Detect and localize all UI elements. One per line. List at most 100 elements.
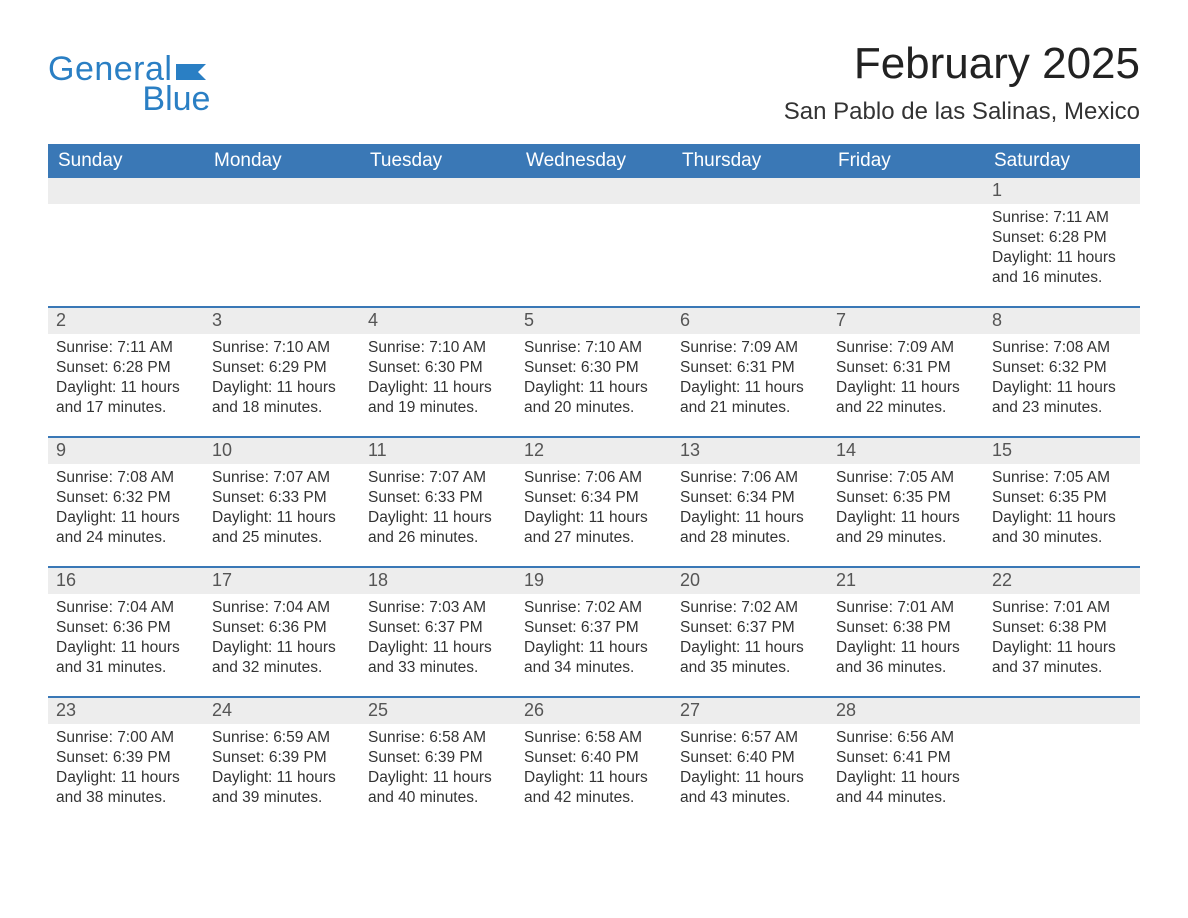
calendar-day-cell: 22Sunrise: 7:01 AMSunset: 6:38 PMDayligh…: [984, 567, 1140, 697]
day-number: 12: [516, 438, 672, 463]
day-data: Sunrise: 7:07 AMSunset: 6:33 PMDaylight:…: [360, 464, 516, 555]
sunset-label: Sunset: [212, 749, 260, 766]
day-data: Sunrise: 7:02 AMSunset: 6:37 PMDaylight:…: [672, 594, 828, 685]
sunrise-value: 7:08 AM: [1053, 339, 1110, 356]
sunset-line: Sunset: 6:34 PM: [680, 488, 820, 508]
daylight-label: Daylight: [368, 379, 424, 396]
day-number: 2: [48, 308, 204, 333]
calendar-day-cell: 27Sunrise: 6:57 AMSunset: 6:40 PMDayligh…: [672, 697, 828, 826]
sunrise-value: 6:58 AM: [429, 729, 486, 746]
sunset-line: Sunset: 6:37 PM: [524, 618, 664, 638]
day-number: 11: [360, 438, 516, 463]
calendar-day-cell: [828, 178, 984, 307]
sunset-label: Sunset: [212, 359, 260, 376]
daylight-line: Daylight: 11 hours and 33 minutes.: [368, 638, 508, 678]
daylight-label: Daylight: [836, 509, 892, 526]
sunset-label: Sunset: [368, 359, 416, 376]
sunrise-label: Sunrise: [524, 339, 577, 356]
sunrise-line: Sunrise: 7:04 AM: [212, 598, 352, 618]
sunrise-line: Sunrise: 7:07 AM: [212, 468, 352, 488]
day-data: Sunrise: 7:07 AMSunset: 6:33 PMDaylight:…: [204, 464, 360, 555]
sunrise-line: Sunrise: 7:09 AM: [680, 338, 820, 358]
sunset-value: 6:28 PM: [1049, 229, 1107, 246]
daylight-line: Daylight: 11 hours and 19 minutes.: [368, 378, 508, 418]
sunrise-label: Sunrise: [992, 469, 1045, 486]
sunset-value: 6:35 PM: [893, 489, 951, 506]
sunset-value: 6:29 PM: [269, 359, 327, 376]
calendar-day-cell: 16Sunrise: 7:04 AMSunset: 6:36 PMDayligh…: [48, 567, 204, 697]
daylight-line: Daylight: 11 hours and 44 minutes.: [836, 768, 976, 808]
sunrise-line: Sunrise: 7:07 AM: [368, 468, 508, 488]
sunrise-value: 7:01 AM: [1053, 599, 1110, 616]
sunset-label: Sunset: [836, 489, 884, 506]
sunset-value: 6:30 PM: [425, 359, 483, 376]
sunrise-value: 7:03 AM: [429, 599, 486, 616]
sunset-label: Sunset: [836, 359, 884, 376]
sunset-value: 6:39 PM: [425, 749, 483, 766]
day-number: 14: [828, 438, 984, 463]
daylight-label: Daylight: [56, 379, 112, 396]
daylight-line: Daylight: 11 hours and 16 minutes.: [992, 248, 1132, 288]
calendar-day-cell: 2Sunrise: 7:11 AMSunset: 6:28 PMDaylight…: [48, 307, 204, 437]
daylight-label: Daylight: [56, 639, 112, 656]
sunrise-line: Sunrise: 6:56 AM: [836, 728, 976, 748]
day-data: Sunrise: 7:03 AMSunset: 6:37 PMDaylight:…: [360, 594, 516, 685]
sunrise-value: 7:01 AM: [897, 599, 954, 616]
calendar-day-cell: 5Sunrise: 7:10 AMSunset: 6:30 PMDaylight…: [516, 307, 672, 437]
sunrise-label: Sunrise: [368, 729, 421, 746]
daylight-label: Daylight: [680, 639, 736, 656]
daylight-label: Daylight: [212, 769, 268, 786]
sunrise-label: Sunrise: [680, 469, 733, 486]
sunset-line: Sunset: 6:32 PM: [992, 358, 1132, 378]
calendar-day-cell: 19Sunrise: 7:02 AMSunset: 6:37 PMDayligh…: [516, 567, 672, 697]
sunset-label: Sunset: [680, 359, 728, 376]
day-data: Sunrise: 7:09 AMSunset: 6:31 PMDaylight:…: [672, 334, 828, 425]
sunrise-value: 6:57 AM: [741, 729, 798, 746]
daylight-label: Daylight: [836, 639, 892, 656]
day-data: Sunrise: 7:01 AMSunset: 6:38 PMDaylight:…: [828, 594, 984, 685]
daylight-line: Daylight: 11 hours and 30 minutes.: [992, 508, 1132, 548]
sunrise-label: Sunrise: [212, 729, 265, 746]
sunrise-line: Sunrise: 7:05 AM: [836, 468, 976, 488]
sunrise-value: 7:06 AM: [585, 469, 642, 486]
sunrise-label: Sunrise: [524, 599, 577, 616]
sunrise-line: Sunrise: 7:08 AM: [992, 338, 1132, 358]
sunset-value: 6:32 PM: [113, 489, 171, 506]
calendar-day-cell: 12Sunrise: 7:06 AMSunset: 6:34 PMDayligh…: [516, 437, 672, 567]
daylight-label: Daylight: [680, 509, 736, 526]
weekday-header: Sunday: [48, 144, 204, 178]
sunset-label: Sunset: [212, 489, 260, 506]
daylight-label: Daylight: [368, 769, 424, 786]
sunrise-value: 7:11 AM: [117, 339, 173, 356]
day-number: 13: [672, 438, 828, 463]
daylight-line: Daylight: 11 hours and 22 minutes.: [836, 378, 976, 418]
day-number: 15: [984, 438, 1140, 463]
day-data: Sunrise: 7:10 AMSunset: 6:29 PMDaylight:…: [204, 334, 360, 425]
page-title: February 2025: [784, 40, 1140, 88]
calendar-day-cell: 7Sunrise: 7:09 AMSunset: 6:31 PMDaylight…: [828, 307, 984, 437]
sunrise-value: 7:04 AM: [117, 599, 174, 616]
calendar-day-cell: [516, 178, 672, 307]
sunrise-line: Sunrise: 7:02 AM: [524, 598, 664, 618]
weekday-header: Friday: [828, 144, 984, 178]
sunset-line: Sunset: 6:33 PM: [368, 488, 508, 508]
sunrise-label: Sunrise: [524, 729, 577, 746]
sunrise-value: 6:56 AM: [897, 729, 954, 746]
day-data: Sunrise: 7:00 AMSunset: 6:39 PMDaylight:…: [48, 724, 204, 815]
sunset-label: Sunset: [524, 749, 572, 766]
sunrise-value: 7:09 AM: [741, 339, 798, 356]
sunset-label: Sunset: [56, 619, 104, 636]
sunset-label: Sunset: [680, 489, 728, 506]
day-data: Sunrise: 7:10 AMSunset: 6:30 PMDaylight:…: [516, 334, 672, 425]
sunrise-label: Sunrise: [368, 469, 421, 486]
day-data: Sunrise: 7:04 AMSunset: 6:36 PMDaylight:…: [204, 594, 360, 685]
sunset-line: Sunset: 6:33 PM: [212, 488, 352, 508]
sunrise-value: 7:05 AM: [1053, 469, 1110, 486]
sunrise-line: Sunrise: 7:00 AM: [56, 728, 196, 748]
sunset-value: 6:30 PM: [581, 359, 639, 376]
weekday-header: Wednesday: [516, 144, 672, 178]
sunset-value: 6:31 PM: [893, 359, 951, 376]
day-data: Sunrise: 7:06 AMSunset: 6:34 PMDaylight:…: [516, 464, 672, 555]
daylight-line: Daylight: 11 hours and 28 minutes.: [680, 508, 820, 548]
calendar-day-cell: 3Sunrise: 7:10 AMSunset: 6:29 PMDaylight…: [204, 307, 360, 437]
